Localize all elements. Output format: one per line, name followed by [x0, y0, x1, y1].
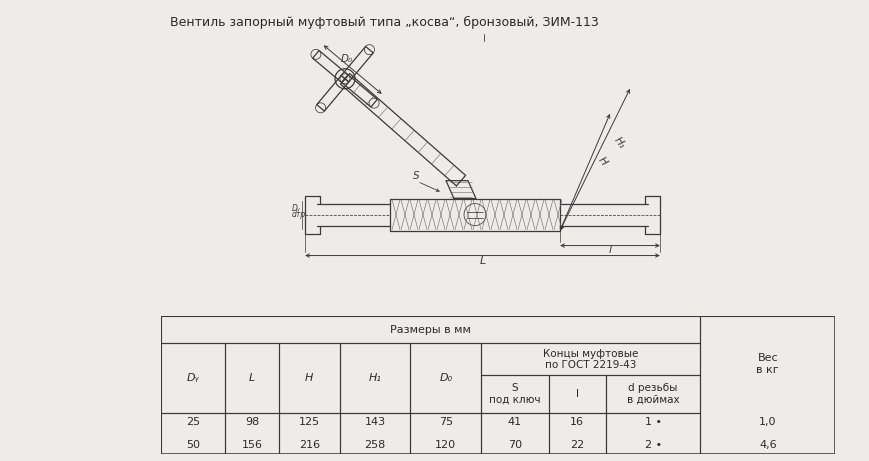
Text: Dᵧ: Dᵧ	[292, 204, 301, 213]
Bar	[605, 375, 700, 413]
Text: l: l	[575, 389, 578, 399]
Text: Вес
в кг: Вес в кг	[755, 354, 779, 375]
Text: 41: 41	[507, 417, 521, 426]
Text: Dᵧ: Dᵧ	[186, 373, 199, 383]
Bar	[161, 316, 700, 343]
Text: 22: 22	[569, 440, 584, 450]
Text: 120: 120	[434, 440, 456, 450]
Bar	[279, 413, 339, 454]
Bar	[481, 413, 548, 454]
Text: dтр: dтр	[292, 210, 306, 219]
Text: 4,6: 4,6	[758, 440, 776, 450]
Text: 98: 98	[244, 417, 259, 426]
Text: 2 •: 2 •	[644, 440, 661, 450]
Text: Вентиль запорный муфтовый типа „косва“, бронзовый, ЗИМ-113: Вентиль запорный муфтовый типа „косва“, …	[169, 16, 598, 29]
Bar	[410, 343, 481, 413]
Text: H: H	[305, 373, 313, 383]
Bar	[481, 375, 548, 413]
Bar	[339, 343, 410, 413]
Text: D₀: D₀	[439, 373, 452, 383]
Text: 1,0: 1,0	[758, 417, 776, 426]
Text: Размеры в мм: Размеры в мм	[390, 325, 470, 335]
Text: D₀: D₀	[341, 53, 353, 64]
Text: l: l	[607, 244, 611, 254]
Text: d резьбы
в дюймах: d резьбы в дюймах	[627, 383, 679, 405]
Bar	[700, 316, 834, 454]
Text: S
под ключ: S под ключ	[488, 383, 540, 405]
Bar	[605, 413, 700, 454]
Bar	[339, 413, 410, 454]
Text: 16: 16	[570, 417, 584, 426]
Bar	[161, 413, 225, 454]
Text: 125: 125	[298, 417, 320, 426]
Text: 1 •: 1 •	[644, 417, 661, 426]
Text: 75: 75	[438, 417, 453, 426]
Text: L: L	[249, 373, 255, 383]
Bar	[481, 343, 700, 375]
Text: 50: 50	[186, 440, 200, 450]
Text: H₁: H₁	[368, 373, 381, 383]
Text: 216: 216	[298, 440, 320, 450]
Text: H₁: H₁	[611, 135, 627, 151]
Bar	[410, 413, 481, 454]
Text: 25: 25	[186, 417, 200, 426]
Text: L: L	[479, 255, 485, 266]
Bar	[548, 413, 605, 454]
Bar	[161, 343, 225, 413]
Text: 143: 143	[364, 417, 385, 426]
Bar	[225, 413, 279, 454]
Text: 156: 156	[242, 440, 262, 450]
Bar	[279, 343, 339, 413]
Text: H: H	[595, 155, 608, 168]
Text: 258: 258	[364, 440, 385, 450]
Text: S: S	[413, 171, 419, 181]
Text: 70: 70	[507, 440, 521, 450]
Text: Концы муфтовые
по ГОСТ 2219-43: Концы муфтовые по ГОСТ 2219-43	[542, 349, 638, 370]
Bar	[225, 343, 279, 413]
Bar	[548, 375, 605, 413]
